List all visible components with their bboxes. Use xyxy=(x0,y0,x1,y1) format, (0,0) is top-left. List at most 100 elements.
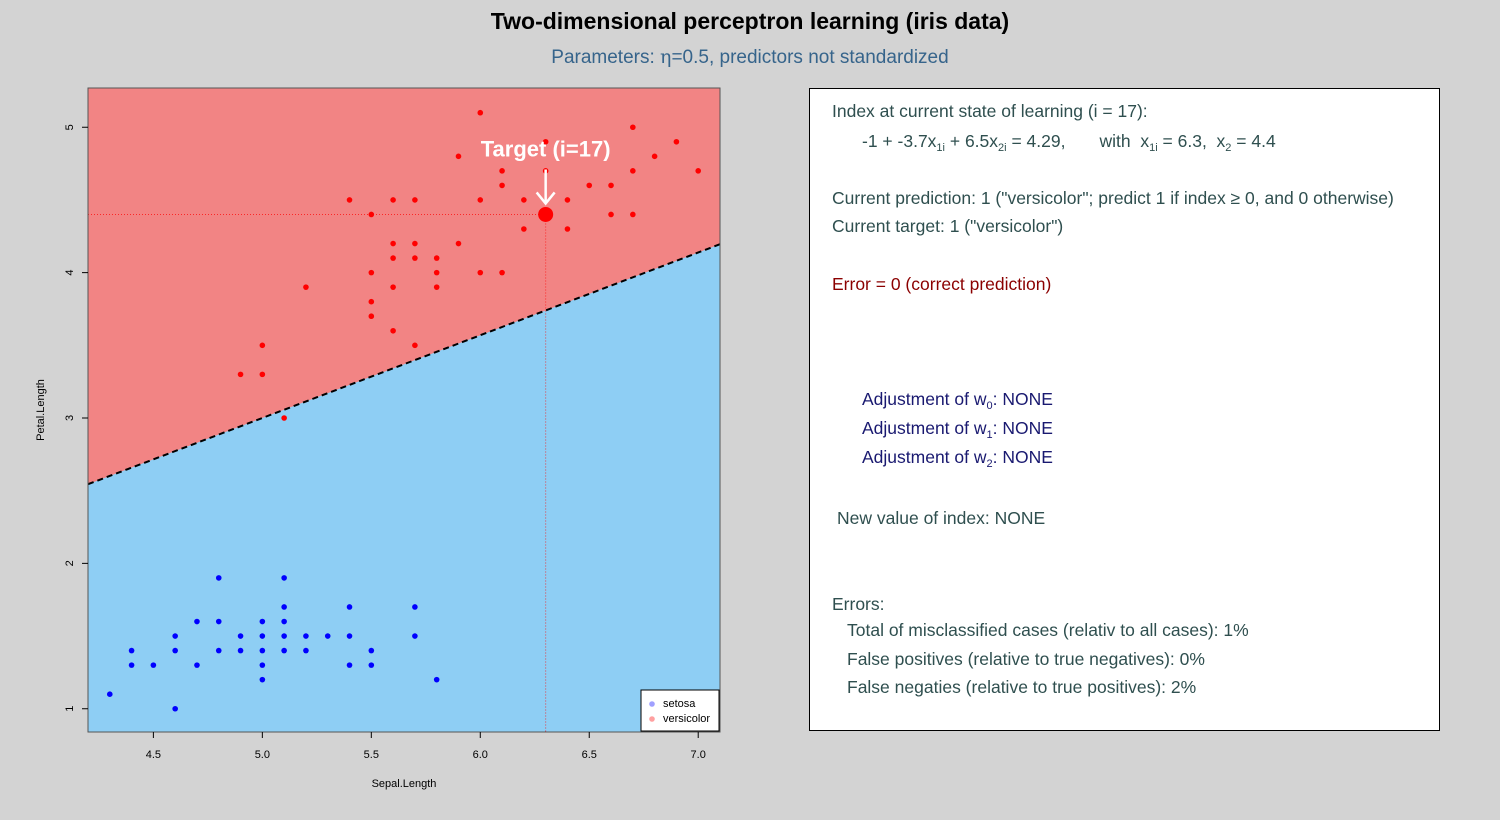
data-point-versicolor xyxy=(673,138,680,145)
data-point-setosa xyxy=(281,604,287,610)
data-point-setosa xyxy=(324,633,331,639)
data-point-versicolor xyxy=(412,240,418,247)
data-point-versicolor xyxy=(390,284,396,290)
scatter-plot: Target (i=17) 4.5 5.0 5.5 6.0 6.5 7.0 1 2 3 4 5 Sepa… xyxy=(35,87,721,790)
data-point-versicolor xyxy=(564,197,571,203)
target-label: Target (i=17) xyxy=(481,136,611,161)
data-point-versicolor xyxy=(477,109,484,116)
y-tick-label: 1 xyxy=(64,706,76,712)
data-point-setosa xyxy=(346,633,353,639)
data-point-setosa xyxy=(172,633,178,639)
data-point-versicolor xyxy=(390,327,396,334)
adjust-w1: Adjustment of w1: NONE xyxy=(862,418,1053,441)
false-positives: False positives (relative to true negati… xyxy=(847,649,1205,669)
data-point-versicolor xyxy=(695,168,702,174)
y-tick-label: 2 xyxy=(64,560,76,566)
x-tick-label: 7.0 xyxy=(691,749,706,761)
data-point-setosa xyxy=(281,633,287,639)
data-point-versicolor xyxy=(455,240,462,247)
legend-marker-setosa xyxy=(649,701,655,707)
adjust-w0: Adjustment of w0: NONE xyxy=(862,389,1053,412)
data-point-setosa xyxy=(346,604,353,610)
new-index: New value of index: NONE xyxy=(837,508,1046,528)
data-point-versicolor xyxy=(564,226,571,232)
total-misclassified: Total of misclassified cases (relativ to… xyxy=(847,620,1249,640)
legend-label-versicolor: versicolor xyxy=(663,713,710,725)
index-equation: -1 + -3.7x1i + 6.5x2i = 4.29, with x1i =… xyxy=(862,131,1276,154)
data-point-setosa xyxy=(215,618,222,625)
data-point-setosa xyxy=(215,575,222,581)
eq-x1: 6.3 xyxy=(1177,131,1202,151)
data-point-setosa xyxy=(215,647,222,654)
target-arrow-head xyxy=(535,191,556,206)
data-point-setosa xyxy=(368,662,375,668)
data-point-setosa xyxy=(281,647,287,654)
data-point-setosa xyxy=(259,676,266,683)
data-point-setosa xyxy=(259,618,266,625)
data-point-versicolor xyxy=(455,153,462,160)
data-point-versicolor xyxy=(433,269,440,276)
adjust-w0-value: NONE xyxy=(1002,389,1053,409)
data-point-setosa xyxy=(128,647,135,654)
legend-marker-versicolor xyxy=(649,716,655,722)
data-point-setosa xyxy=(303,647,309,654)
data-point-versicolor xyxy=(412,342,418,349)
data-point-versicolor xyxy=(477,269,484,276)
chart-title: Two-dimensional perceptron learning (iri… xyxy=(490,8,1010,34)
data-point-setosa xyxy=(412,633,418,639)
data-point-versicolor xyxy=(368,269,375,276)
data-point-versicolor xyxy=(630,168,636,174)
data-point-setosa xyxy=(303,633,309,639)
x-tick-label: 6.0 xyxy=(473,749,488,761)
data-point-versicolor xyxy=(412,197,418,203)
data-point-versicolor xyxy=(368,211,375,218)
eq-w1: -3.7 xyxy=(897,131,928,151)
adjust-w0-prefix: Adjustment of w xyxy=(862,389,987,409)
data-point-versicolor xyxy=(521,226,527,232)
legend-box xyxy=(640,689,720,732)
data-point-versicolor xyxy=(499,168,505,174)
x-tick-label: 6.5 xyxy=(582,749,597,761)
data-point-versicolor xyxy=(390,197,396,203)
data-point-setosa xyxy=(194,662,200,668)
data-point-versicolor xyxy=(499,182,505,189)
data-point-setosa xyxy=(194,618,200,625)
data-point-versicolor xyxy=(368,298,375,305)
adjust-w2-value: NONE xyxy=(1002,447,1053,467)
data-point-versicolor xyxy=(499,269,505,276)
data-point-setosa xyxy=(150,662,157,668)
data-point-setosa xyxy=(237,647,244,654)
data-point-versicolor xyxy=(630,211,636,218)
false-negatives: False negaties (relative to true positiv… xyxy=(847,677,1197,697)
x-axis-label: Sepal.Length xyxy=(372,778,437,790)
data-point-versicolor xyxy=(259,371,266,378)
data-point-versicolor xyxy=(237,371,244,378)
data-point-versicolor xyxy=(368,313,375,320)
data-point-versicolor xyxy=(630,124,636,131)
plot-frame xyxy=(87,87,721,733)
data-point-versicolor xyxy=(259,342,266,349)
data-point-setosa xyxy=(172,705,178,712)
current-prediction: Current prediction: 1 ("versicolor"; pre… xyxy=(832,188,1394,208)
data-point-setosa xyxy=(259,633,266,639)
data-point-versicolor xyxy=(542,138,549,145)
data-point-setosa xyxy=(172,647,178,654)
eq-w0: -1 xyxy=(862,131,878,151)
data-point-versicolor xyxy=(303,284,309,290)
data-point-versicolor xyxy=(433,255,440,261)
index-header: Index at current state of learning (i = … xyxy=(832,101,1148,121)
data-point-versicolor xyxy=(346,197,353,203)
chart-subtitle: Parameters: η=0.5, predictors not standa… xyxy=(551,46,949,68)
data-point-versicolor xyxy=(608,182,614,189)
data-point-versicolor xyxy=(433,284,440,290)
data-point-setosa xyxy=(433,676,440,683)
data-point-setosa xyxy=(368,647,375,654)
data-point-versicolor xyxy=(412,255,418,261)
data-point-versicolor xyxy=(477,197,484,203)
legend-label-setosa: setosa xyxy=(663,698,696,710)
y-tick-label: 4 xyxy=(64,270,76,276)
data-point-setosa xyxy=(128,662,135,668)
y-axis-label: Petal.Length xyxy=(35,379,47,441)
data-point-setosa xyxy=(281,618,287,625)
errors-header: Errors: xyxy=(832,594,885,614)
